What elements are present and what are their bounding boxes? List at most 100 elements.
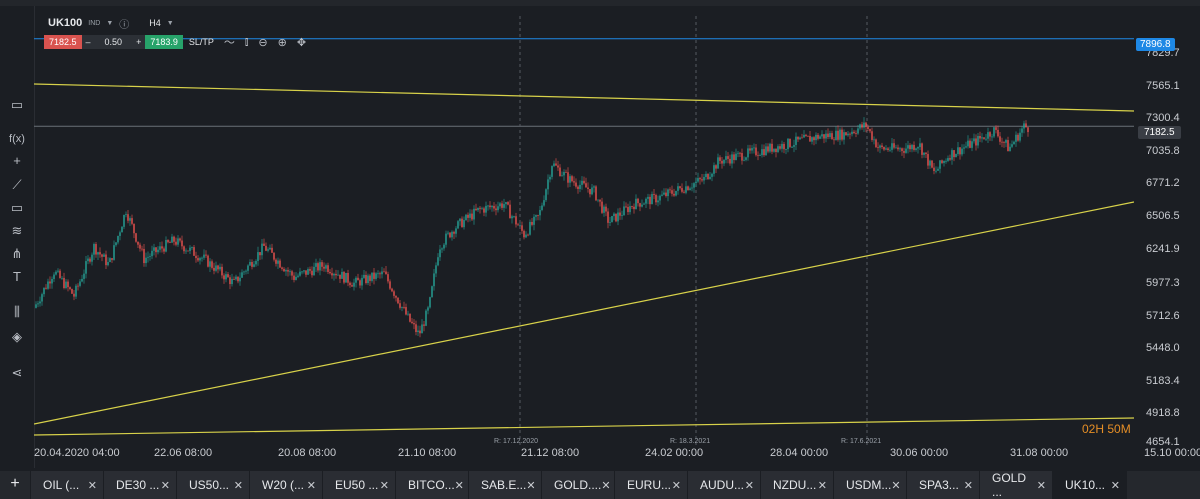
crosshair-icon[interactable]: + xyxy=(13,153,21,168)
share-icon[interactable]: ⋖ xyxy=(11,365,23,380)
timeframe-dropdown-icon[interactable]: ▼ xyxy=(166,19,174,27)
sltp-button[interactable]: SL/TP xyxy=(188,37,214,47)
candle-body xyxy=(417,330,419,333)
line-chart-icon[interactable]: 〜 xyxy=(223,37,235,49)
candle-body xyxy=(961,148,963,155)
candle-body xyxy=(1009,146,1011,152)
time-tick: 22.06 08:00 xyxy=(154,447,213,459)
zoom-out-icon[interactable]: ⊖ xyxy=(258,36,268,49)
instrument-tab[interactable]: BITCO... ✕ xyxy=(396,471,469,499)
candle-body xyxy=(921,143,923,155)
symbol-name[interactable]: UK100 xyxy=(48,17,83,29)
candle-body xyxy=(927,154,929,166)
close-icon[interactable]: ✕ xyxy=(891,479,901,492)
settings-sliders-icon[interactable]: ⫼ xyxy=(14,304,20,319)
instrument-tab[interactable]: DE30 ... ✕ xyxy=(104,471,177,499)
move-icon[interactable]: ✥ xyxy=(296,36,307,49)
close-icon[interactable]: ✕ xyxy=(526,479,536,492)
close-icon[interactable]: ✕ xyxy=(233,479,243,492)
candle-body xyxy=(187,250,189,252)
candle-body xyxy=(881,145,883,148)
candle-body xyxy=(595,186,597,201)
instrument-tab[interactable]: EU50 ... ✕ xyxy=(323,471,396,499)
candle-body xyxy=(47,281,49,289)
instrument-tab[interactable]: SPA3... ✕ xyxy=(907,471,980,499)
close-icon[interactable]: ✕ xyxy=(671,479,681,492)
candle-body xyxy=(229,277,231,285)
candles-icon[interactable]: ⫾ xyxy=(244,35,249,48)
timeframe-select[interactable]: H4 xyxy=(149,18,161,28)
instrument-tab[interactable]: AUDU... ✕ xyxy=(688,471,761,499)
candle-body xyxy=(805,134,807,136)
close-icon[interactable]: ✕ xyxy=(379,479,389,492)
close-icon[interactable]: ✕ xyxy=(306,479,316,492)
candle-body xyxy=(649,196,651,205)
candle-body xyxy=(819,136,821,139)
info-icon[interactable]: ⓘ xyxy=(119,19,130,31)
close-icon[interactable]: ✕ xyxy=(963,479,973,492)
quantity-increase-button[interactable]: + xyxy=(132,35,146,49)
candle-body xyxy=(373,272,375,279)
candle-body xyxy=(965,146,967,148)
quantity-field[interactable]: 0.50 xyxy=(94,35,133,49)
candle-body xyxy=(99,252,101,255)
layers-icon[interactable]: ◈ xyxy=(12,329,22,344)
trendline-icon[interactable]: ⟋ xyxy=(12,177,22,192)
pitchfork-icon[interactable]: ⋔ xyxy=(11,246,23,261)
indicator-icon[interactable]: f(x) xyxy=(9,133,25,145)
tab-label: EU50 ... xyxy=(335,478,379,492)
buy-button[interactable]: 7183.9 xyxy=(145,35,183,49)
candle-body xyxy=(463,220,465,228)
price-chart[interactable]: R: 17.12.2020 R: 18.3.2021 R: 17.6.2021 xyxy=(34,6,1134,461)
instrument-tab[interactable]: NZDU... ✕ xyxy=(761,471,834,499)
rectangle-icon[interactable]: ▭ xyxy=(10,200,24,215)
candle-body xyxy=(613,213,615,217)
instrument-tab[interactable]: US50... ✕ xyxy=(177,471,250,499)
candle-body xyxy=(157,249,159,253)
instrument-tab[interactable]: GOLD.... ✕ xyxy=(542,471,615,499)
quantity-decrease-button[interactable]: – xyxy=(81,35,95,49)
close-icon[interactable]: ✕ xyxy=(160,479,170,492)
candle-body xyxy=(405,307,407,315)
close-icon[interactable]: ✕ xyxy=(1110,479,1120,492)
candle-body xyxy=(969,140,971,148)
instrument-tab[interactable]: W20 (... ✕ xyxy=(250,471,323,499)
instrument-tab[interactable]: SAB.E... ✕ xyxy=(469,471,542,499)
close-icon[interactable]: ✕ xyxy=(817,479,827,492)
instrument-tab[interactable]: GOLD ... ✕ xyxy=(980,471,1053,499)
close-icon[interactable]: ✕ xyxy=(1036,479,1046,492)
candle-body xyxy=(339,274,341,279)
close-icon[interactable]: ✕ xyxy=(744,479,754,492)
instrument-tab[interactable]: OIL (... ✕ xyxy=(31,471,104,499)
time-axis[interactable]: 20.04.2020 04:00 22.06 08:00 20.08 08:00 21… xyxy=(34,445,1200,461)
text-icon[interactable]: T xyxy=(13,269,21,284)
alert-price-badge[interactable]: 7896.8 xyxy=(1136,38,1175,51)
candle-body xyxy=(301,271,303,273)
zoom-in-icon[interactable]: ⊕ xyxy=(277,36,287,49)
instrument-tab[interactable]: EURU... ✕ xyxy=(615,471,688,499)
instrument-tab[interactable]: USDM... ✕ xyxy=(834,471,907,499)
symbol-dropdown-icon[interactable]: ▼ xyxy=(106,19,114,27)
candle-body xyxy=(793,144,795,147)
sell-button[interactable]: 7182.5 xyxy=(44,35,82,49)
candle-body xyxy=(667,189,669,197)
candle-body xyxy=(723,159,725,164)
candle-body xyxy=(677,186,679,191)
close-icon[interactable]: ✕ xyxy=(87,479,97,492)
candle-body xyxy=(355,277,357,283)
candle-body xyxy=(885,148,887,150)
candle-body xyxy=(497,206,499,211)
close-icon[interactable]: ✕ xyxy=(601,479,611,492)
tab-label: DE30 ... xyxy=(116,478,160,492)
candle-body xyxy=(471,213,473,220)
instrument-tab[interactable]: UK10... ✕ xyxy=(1053,471,1127,499)
add-tab-button[interactable]: + xyxy=(0,471,31,499)
fibonacci-icon[interactable]: ≋ xyxy=(11,223,23,238)
chart-type-icon[interactable]: ▭ xyxy=(10,97,24,112)
candle-body xyxy=(285,270,287,272)
close-icon[interactable]: ✕ xyxy=(454,479,464,492)
price-axis[interactable]: 7829.7 7565.1 7300.4 7035.8 6771.2 6506.5 6241… xyxy=(1134,6,1200,461)
candle-body xyxy=(277,260,279,264)
candle-body xyxy=(807,135,809,137)
candle-body xyxy=(825,133,827,139)
